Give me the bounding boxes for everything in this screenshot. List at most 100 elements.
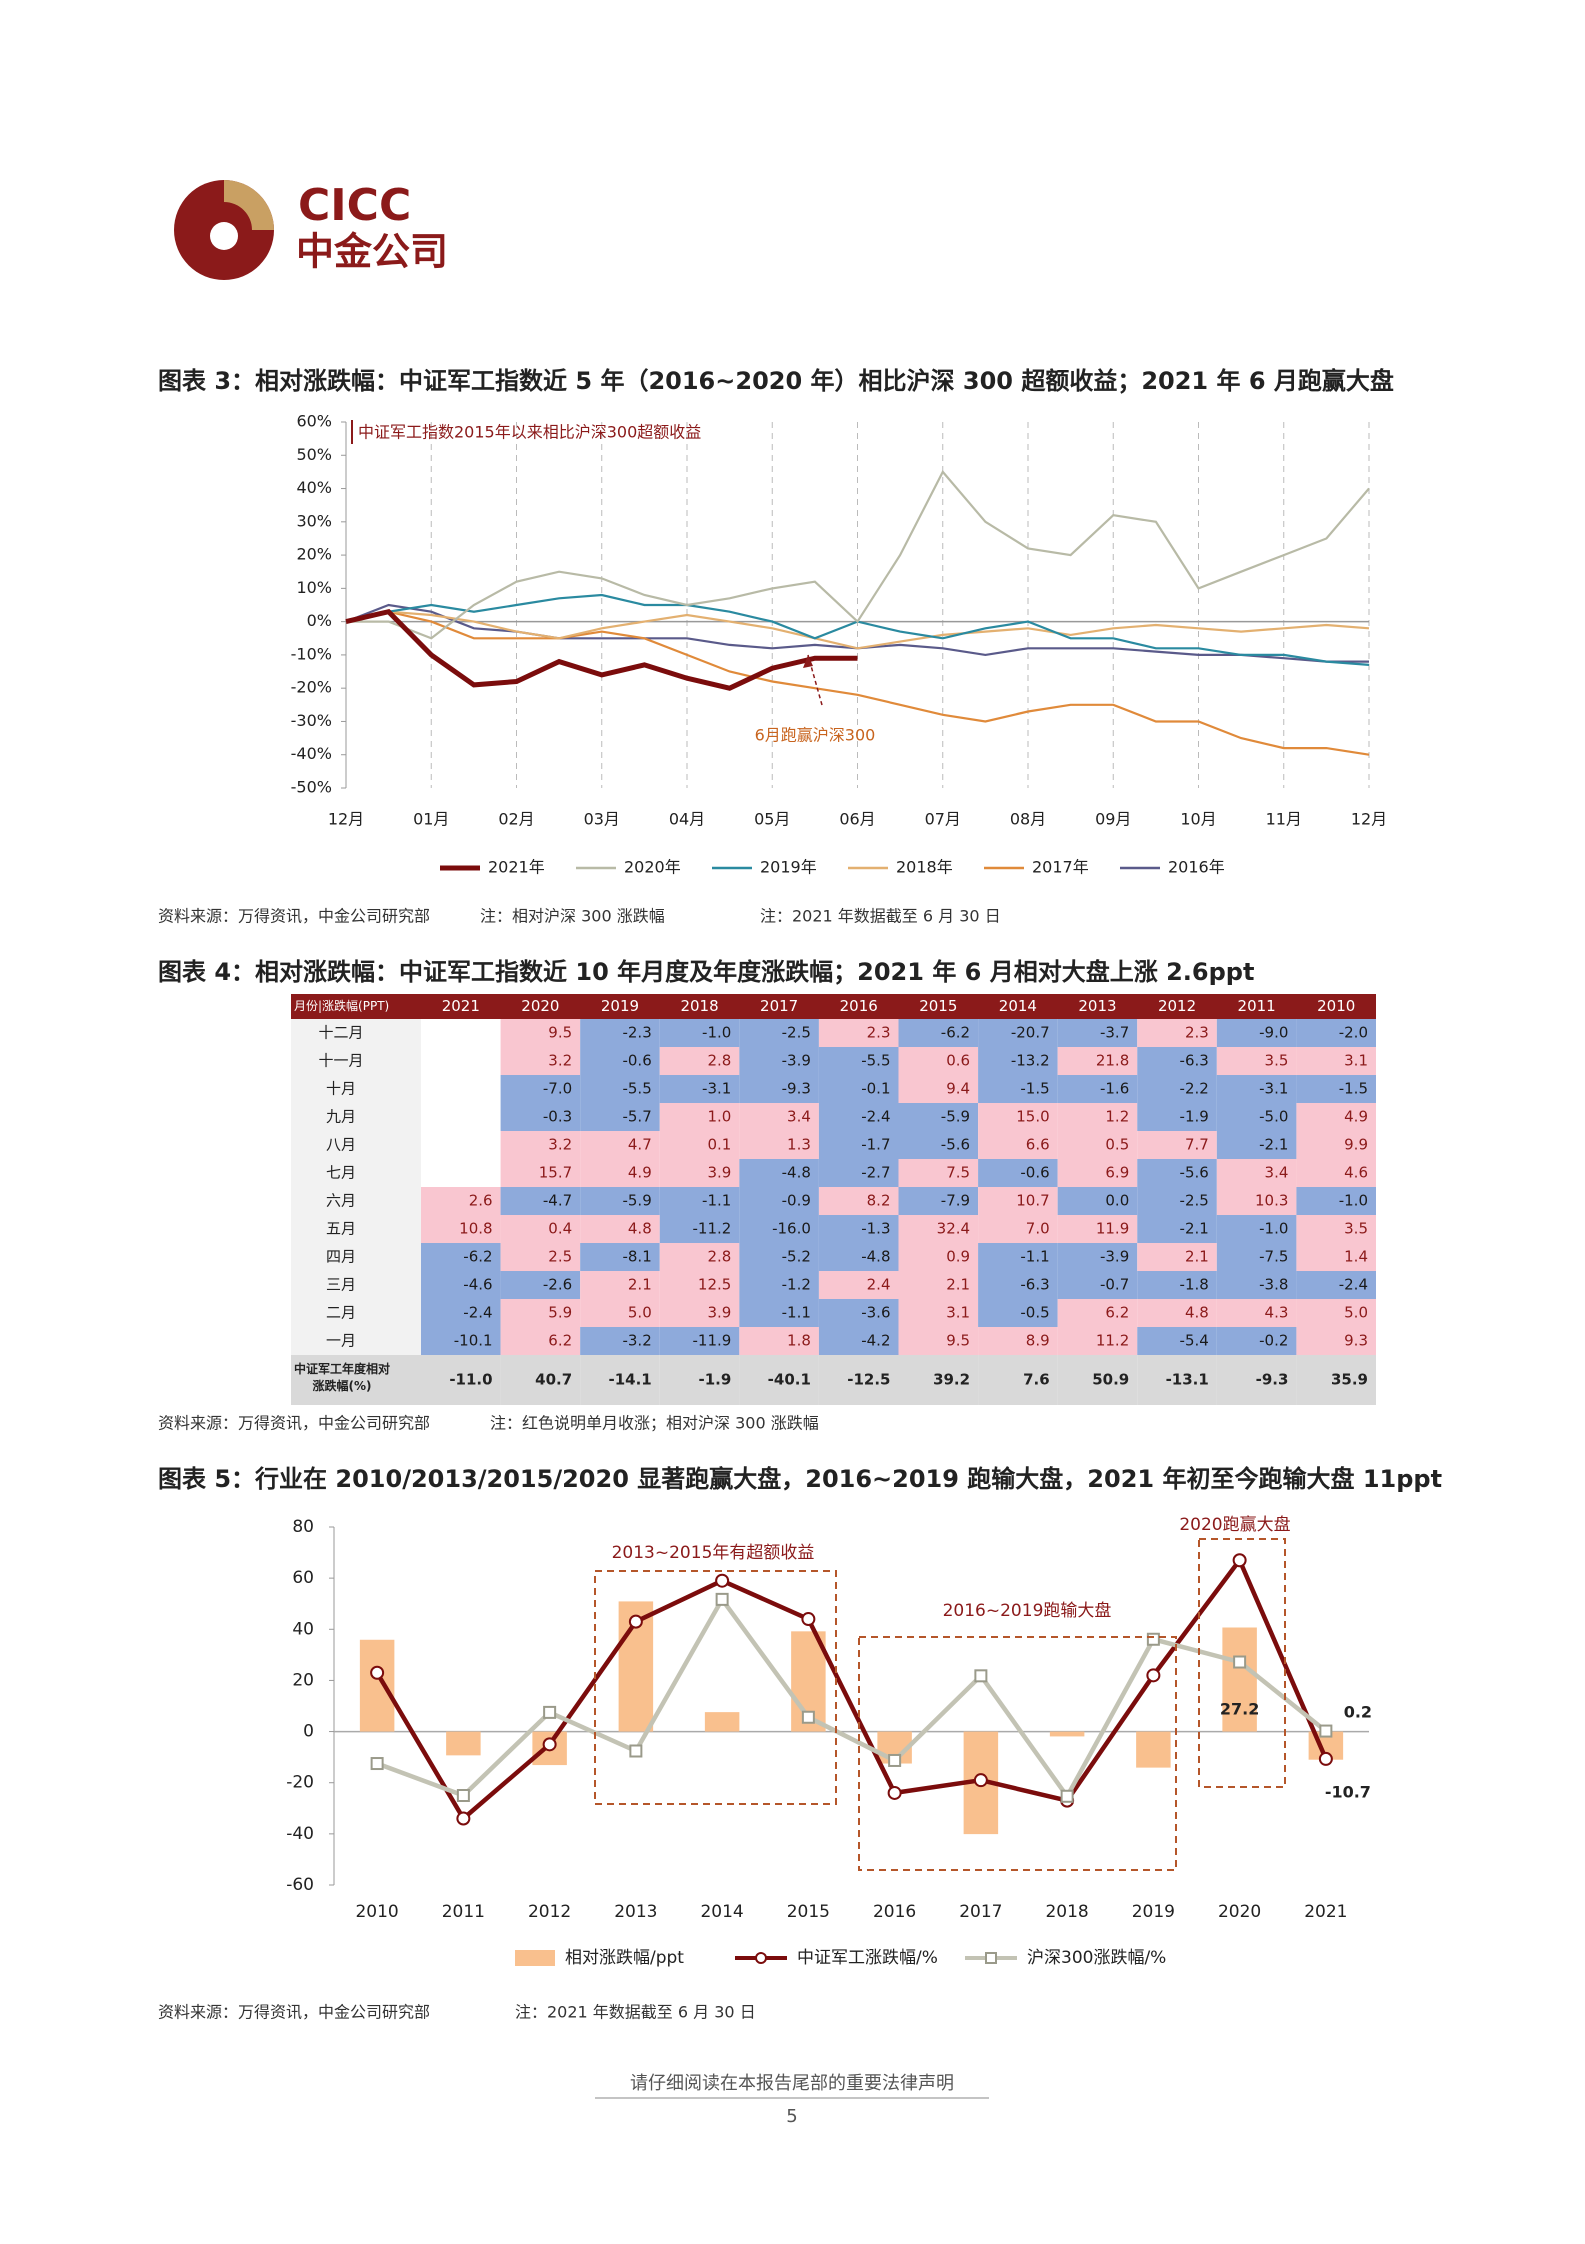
legend-label: 2018年 [896,858,953,877]
cell-value: -3.8 [1259,1276,1288,1294]
cell [1057,1159,1138,1187]
cell-value: 0.9 [946,1248,970,1266]
cell [659,1327,740,1355]
cell-value: 3.9 [707,1164,731,1182]
cell [898,1075,979,1103]
cell-value: -5.9 [941,1108,970,1126]
cell-value: -1.0 [702,1024,731,1042]
column-header: 2017 [760,997,798,1015]
cell [898,1243,979,1271]
cell [1216,1187,1297,1215]
cell-value: -11.2 [693,1220,732,1238]
cell [1137,1075,1217,1103]
cell-value: -2.6 [543,1276,572,1294]
cell [500,1103,581,1131]
cell-value: 0.5 [1105,1136,1129,1154]
figure-title: 图表 5：行业在 2010/2013/2015/2020 显著跑赢大盘，2016… [158,1465,1442,1493]
series-line [345,610,1370,650]
x-tick-label: 2012 [528,1902,571,1922]
cell [659,1159,740,1187]
cell [580,1271,660,1299]
cell [421,1327,501,1355]
cell-value: -0.6 [622,1052,651,1070]
cell-value: 3.2 [548,1052,572,1070]
annotation-box [594,1570,837,1805]
cell-value: 3.1 [946,1304,970,1322]
cell-value: -2.2 [1180,1080,1209,1098]
marker [1146,1632,1160,1646]
x-tick-label: 2011 [442,1902,485,1922]
marker [801,1710,815,1724]
cell-value: -7.9 [941,1192,970,1210]
x-tick-label: 09月 [1095,810,1131,829]
cell [659,1355,740,1405]
cell [1137,1019,1217,1047]
cell-value: 15.7 [539,1164,572,1182]
cell [1137,1327,1217,1355]
marker [715,1573,730,1588]
cell-value: 39.2 [933,1371,970,1389]
x-tick-label: 2021 [1304,1902,1347,1922]
row-label-box: 中证军工年度相对涨跌幅(%) [293,1362,390,1393]
row-label: 中证军工年度相对涨跌幅(%) [293,1362,390,1393]
series-line [345,610,1370,756]
row-label-cell [291,1299,421,1327]
footer-note: 请仔细阅读在本报告尾部的重要法律声明 [630,2073,954,2094]
cell-value: 32.4 [937,1220,970,1238]
marker [1232,1553,1247,1568]
cell-value: 1.4 [1344,1248,1368,1266]
cell [978,1271,1058,1299]
cell-value: 1.0 [707,1108,731,1126]
cell-value: 4.6 [1344,1164,1368,1182]
cell-value: -7.5 [1259,1248,1288,1266]
cell [659,1271,740,1299]
marker [887,1785,902,1800]
column-header: 2010 [1317,997,1355,1015]
cell [1057,1047,1138,1075]
cell-value: 0.0 [1105,1192,1129,1210]
y-tick-label: 50% [296,445,332,464]
cell [1057,1103,1138,1131]
cell-value: -1.0 [1339,1192,1368,1210]
cell-value: 4.7 [628,1136,652,1154]
y-tick-label: 40% [296,478,332,497]
y-tick-label: 10% [296,578,332,597]
cell-value: 7.7 [1185,1136,1209,1154]
cell [1296,1131,1376,1159]
cell [898,1299,979,1327]
cell-value: -3.1 [702,1080,731,1098]
legend-label: 2016年 [1168,858,1225,877]
cell-value: -9.3 [782,1080,811,1098]
cell [1137,1047,1217,1075]
column-header: 月份|涨跌幅(PPT) [294,998,389,1013]
cell [978,1355,1058,1405]
series-line [376,1595,1328,1801]
cell [421,1103,501,1131]
cell-value: 3.4 [1265,1164,1289,1182]
row-label-cell [291,1243,421,1271]
cell-value: -3.7 [1100,1024,1129,1042]
legend-swatch [515,1950,555,1966]
marker [1319,1724,1333,1738]
cell [1296,1327,1376,1355]
cell [1216,1131,1297,1159]
cell [580,1159,660,1187]
cell [898,1103,979,1131]
y-tick-label: -40% [291,744,332,763]
cell-value: -2.7 [861,1164,890,1182]
cell [580,1187,660,1215]
cell-value: 3.5 [1344,1220,1368,1238]
cell [818,1271,899,1299]
cell-value: -1.1 [782,1304,811,1322]
cell-value: -5.4 [1180,1332,1209,1350]
cell [1216,1047,1297,1075]
cell [659,1019,740,1047]
x-tick-label: 07月 [925,810,961,829]
cell-value: 6.9 [1105,1164,1129,1182]
cell-value: -1.9 [699,1371,732,1389]
cell [1296,1103,1376,1131]
cell-value: 40.7 [535,1371,572,1389]
legend-label: 2021年 [488,858,545,877]
cell-value: 11.2 [1096,1332,1129,1350]
cell [659,1243,740,1271]
